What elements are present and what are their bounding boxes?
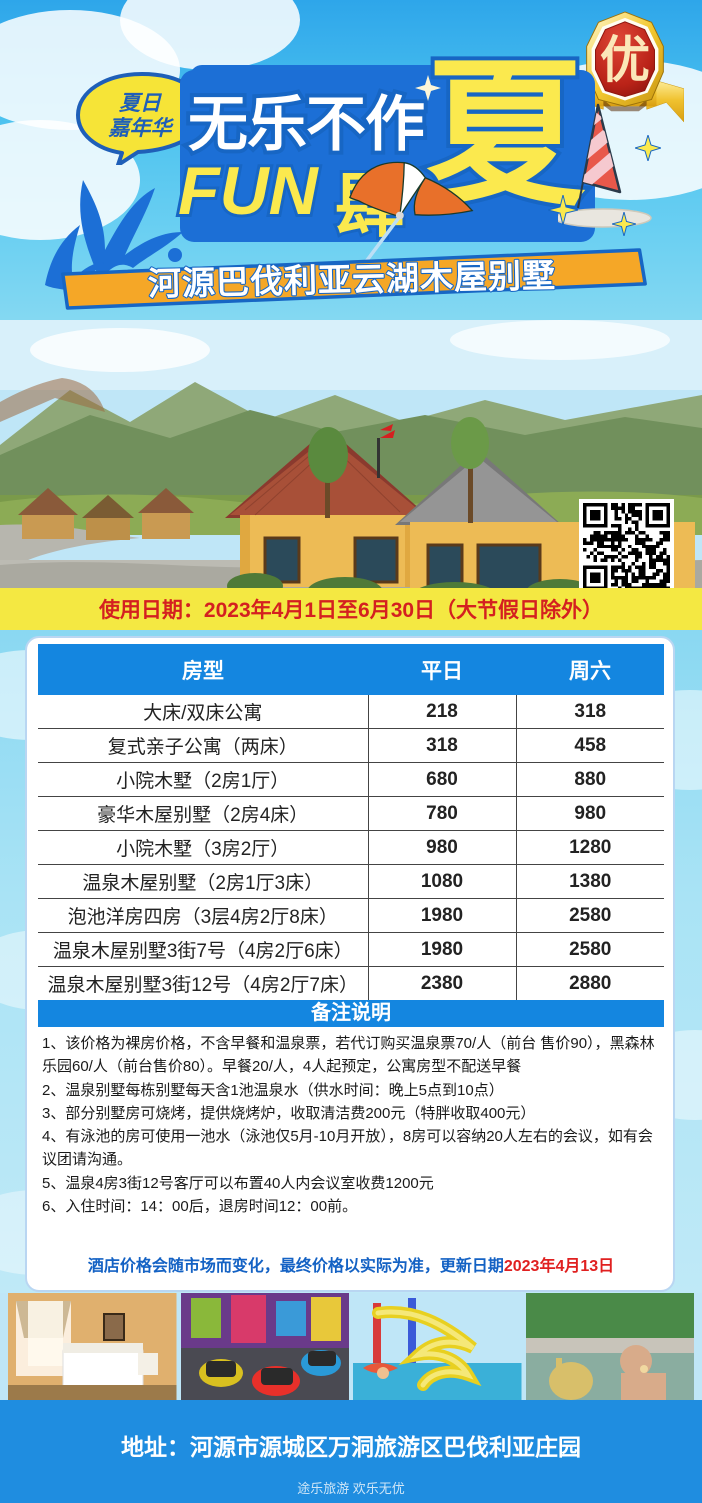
svg-text:优: 优 — [600, 32, 650, 88]
svg-text:夏日: 夏日 — [119, 92, 163, 115]
svg-text:河源巴伐利亚云湖木屋别墅: 河源巴伐利亚云湖木屋别墅 — [148, 257, 557, 303]
svg-text:嘉年华: 嘉年华 — [108, 116, 175, 140]
